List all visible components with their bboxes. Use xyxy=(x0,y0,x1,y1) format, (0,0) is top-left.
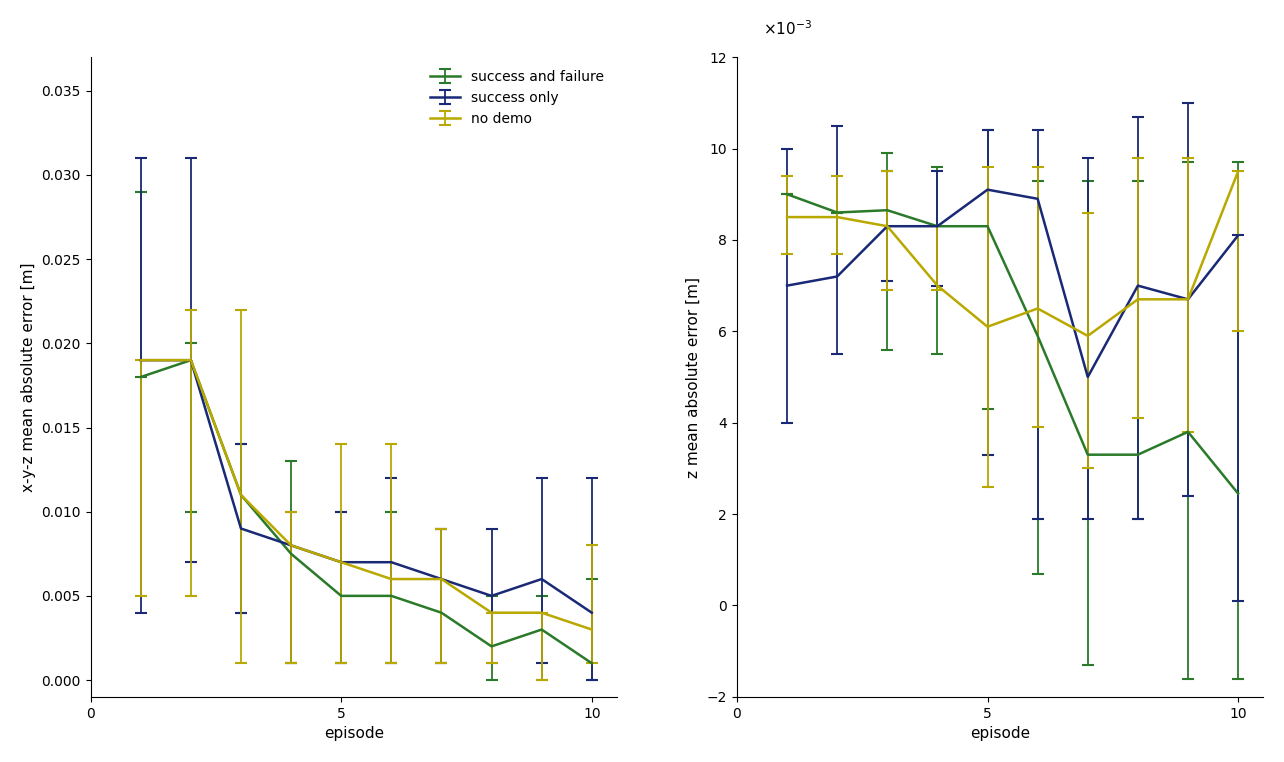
Y-axis label: x-y-z mean absolute error [m]: x-y-z mean absolute error [m] xyxy=(21,262,36,491)
Legend: success and failure, success only, no demo: success and failure, success only, no de… xyxy=(424,64,610,131)
Y-axis label: z mean absolute error [m]: z mean absolute error [m] xyxy=(686,277,701,478)
X-axis label: episode: episode xyxy=(969,726,1030,741)
Text: $\times 10^{-3}$: $\times 10^{-3}$ xyxy=(763,19,813,38)
X-axis label: episode: episode xyxy=(324,726,384,741)
